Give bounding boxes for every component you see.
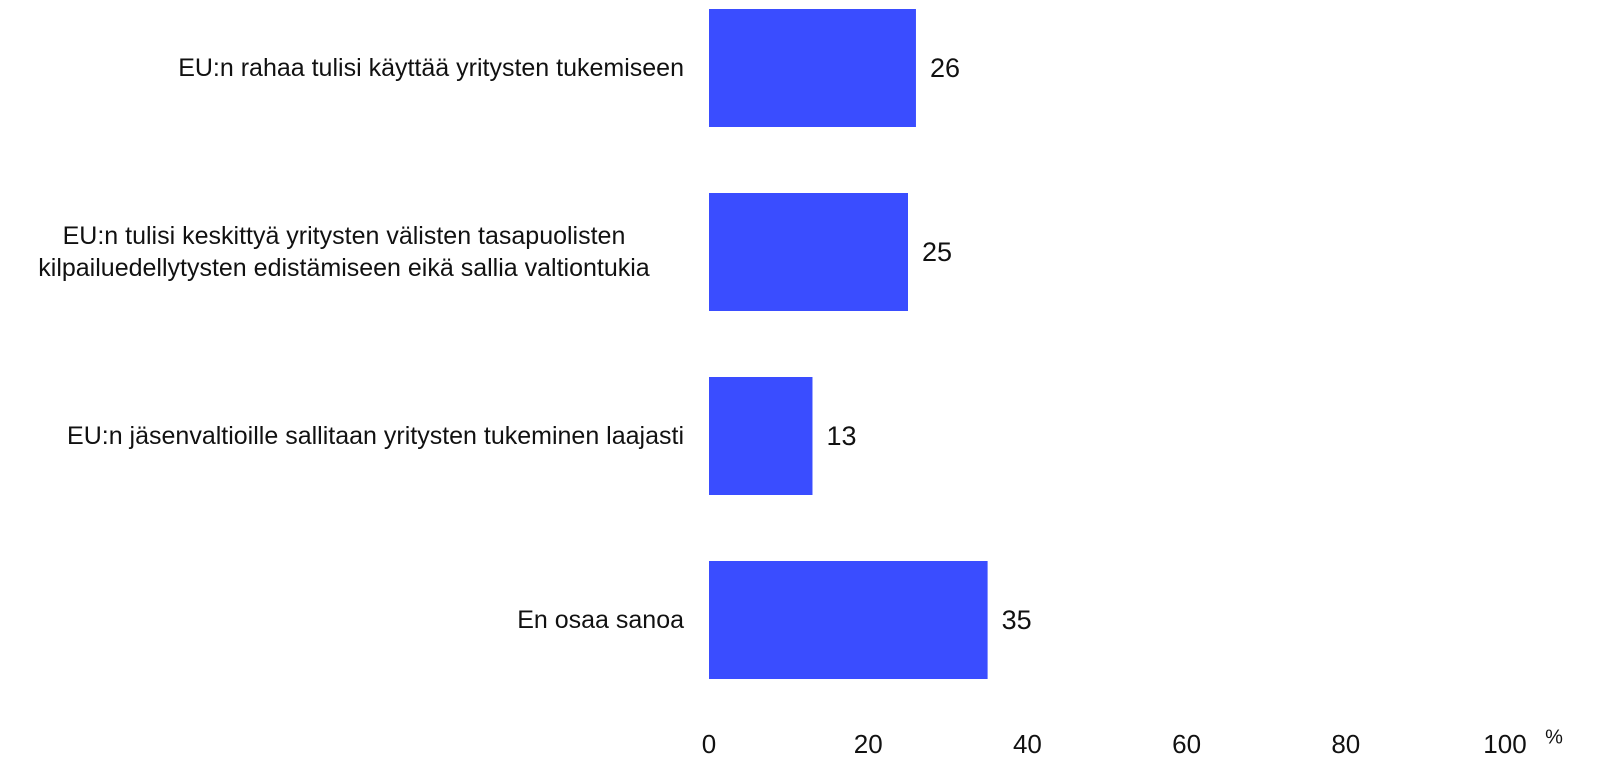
bar [709, 377, 813, 495]
data-label: 26 [930, 53, 960, 83]
data-label: 35 [1002, 605, 1032, 635]
y-tick-label: En osaa sanoa [517, 606, 684, 634]
y-tick-label: EU:n rahaa tulisi käyttää yritysten tuke… [178, 54, 684, 82]
bar [709, 9, 916, 127]
category-label-box: EU:n tulisi keskittyä yritysten välisten… [4, 192, 684, 312]
bar [709, 193, 908, 311]
x-tick-label: 60 [1172, 729, 1201, 759]
bar [709, 561, 988, 679]
x-tick-label: 0 [702, 729, 716, 759]
x-tick-label: 40 [1013, 729, 1042, 759]
y-tick-label: EU:n jäsenvaltioille sallitaan yritysten… [67, 422, 684, 450]
data-label: 13 [826, 421, 856, 451]
x-tick-label: 80 [1331, 729, 1360, 759]
data-label: 25 [922, 237, 952, 267]
category-label-box: EU:n rahaa tulisi käyttää yritysten tuke… [4, 8, 684, 128]
category-label-box: En osaa sanoa [4, 560, 684, 680]
x-axis-label: % [1545, 726, 1563, 748]
x-tick-label: 20 [854, 729, 883, 759]
category-label-box: EU:n jäsenvaltioille sallitaan yritysten… [4, 376, 684, 496]
y-tick-label: EU:n tulisi keskittyä yritysten välisten… [38, 222, 650, 282]
x-tick-label: 100 [1483, 729, 1526, 759]
